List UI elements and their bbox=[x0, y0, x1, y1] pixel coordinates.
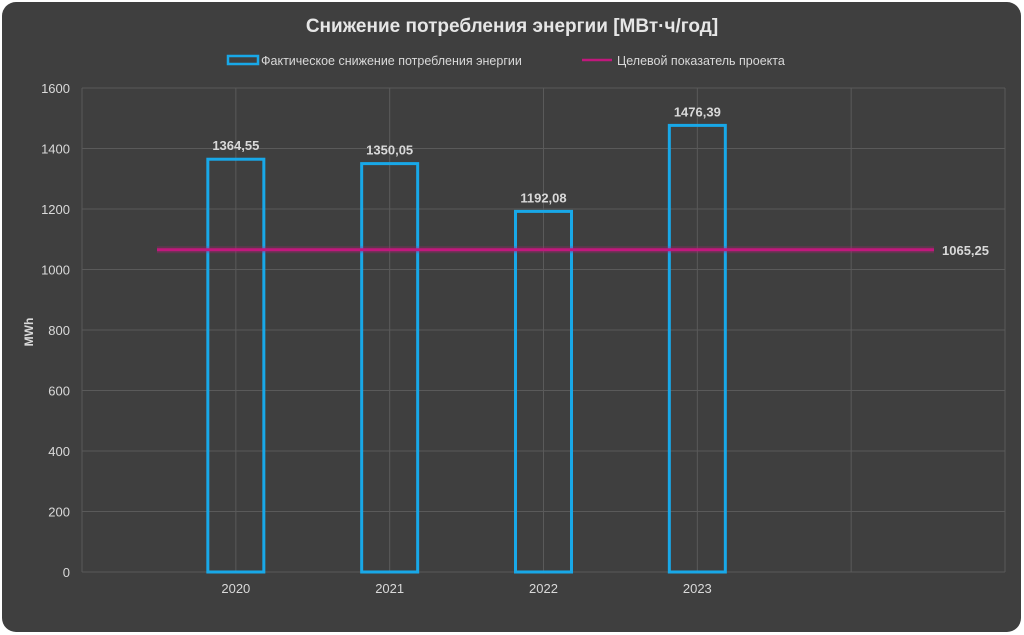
bar[interactable] bbox=[667, 123, 727, 574]
bar-value-label: 1350,05 bbox=[366, 143, 413, 158]
y-ticks: 0 200 400 600 800 1000 1200 1400 1600 bbox=[41, 81, 70, 580]
legend: Фактическое снижение потребления энергии… bbox=[226, 54, 785, 68]
y-tick-label: 600 bbox=[48, 384, 70, 399]
y-tick-label: 400 bbox=[48, 444, 70, 459]
bar-value-label: 1364,55 bbox=[212, 138, 259, 153]
bars: 1364,55 1350,05 1192,08 1476,39 bbox=[206, 104, 727, 574]
x-ticks: 2020 2021 2022 2023 bbox=[221, 581, 711, 596]
gridlines bbox=[81, 87, 1006, 573]
bar[interactable] bbox=[206, 157, 266, 574]
y-tick-label: 1600 bbox=[41, 81, 70, 96]
bar-value-label: 1192,08 bbox=[520, 190, 566, 205]
y-tick-label: 800 bbox=[48, 323, 70, 338]
y-tick-label: 1000 bbox=[41, 263, 70, 278]
chart-title: Снижение потребления энергии [МВт·ч/год] bbox=[306, 16, 718, 37]
y-tick-label: 1400 bbox=[41, 142, 70, 157]
legend-swatch-bars bbox=[226, 54, 260, 66]
y-tick-label: 0 bbox=[63, 565, 70, 580]
target-line-group: 1065,25 bbox=[157, 243, 989, 258]
x-tick-label: 2021 bbox=[375, 581, 404, 596]
x-tick-label: 2022 bbox=[529, 581, 558, 596]
legend-label-bars: Фактическое снижение потребления энергии bbox=[261, 54, 522, 68]
y-tick-label: 1200 bbox=[41, 202, 70, 217]
bar-value-label: 1476,39 bbox=[674, 104, 721, 119]
x-tick-label: 2023 bbox=[683, 581, 712, 596]
x-tick-label: 2020 bbox=[221, 581, 250, 596]
target-line-label: 1065,25 bbox=[942, 243, 989, 258]
bar[interactable] bbox=[514, 209, 573, 574]
legend-label-line: Целевой показатель проекта bbox=[617, 54, 785, 68]
bar[interactable] bbox=[360, 162, 420, 574]
y-tick-label: 200 bbox=[48, 505, 70, 520]
y-axis-label: MWh bbox=[22, 318, 36, 347]
